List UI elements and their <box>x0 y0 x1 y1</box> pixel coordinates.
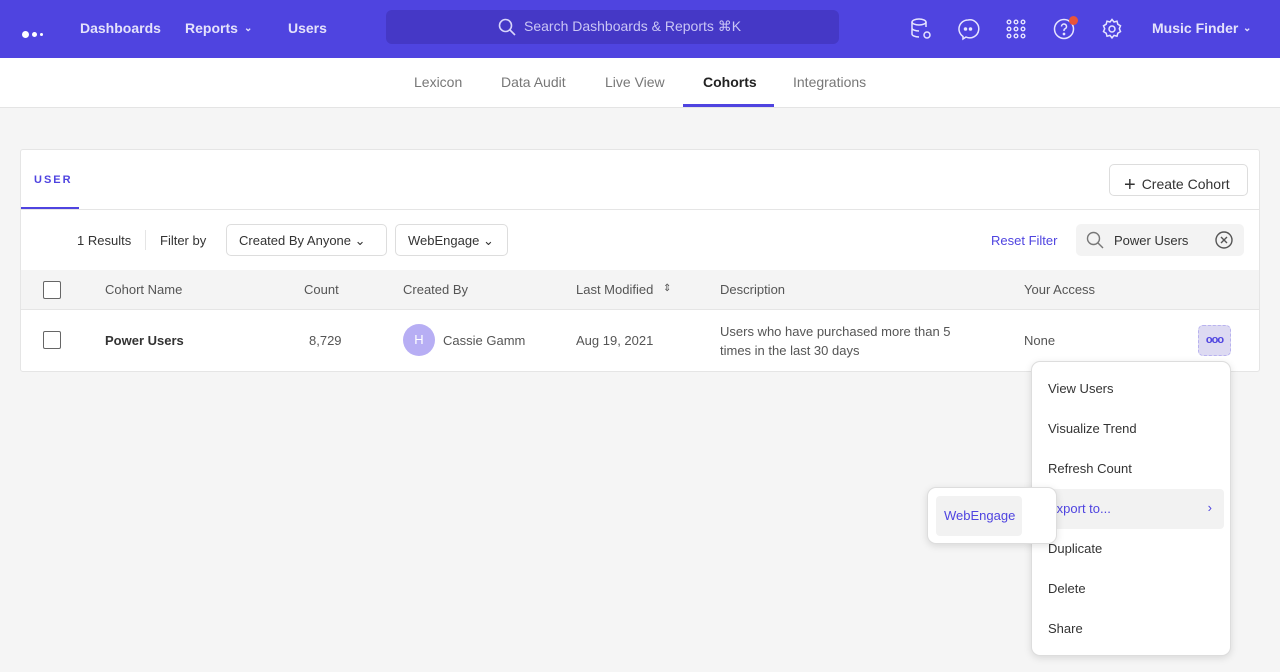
active-tab-indicator <box>21 207 79 209</box>
active-tab-indicator <box>683 104 774 107</box>
tab-lexicon[interactable]: Lexicon <box>414 74 463 90</box>
tab-integrations[interactable]: Integrations <box>793 74 867 90</box>
divider <box>145 230 146 250</box>
logo-icon[interactable] <box>22 25 46 41</box>
divider <box>21 209 1259 210</box>
menu-item-share[interactable]: Share <box>1048 621 1083 636</box>
search-placeholder: Search Dashboards & Reports ⌘K <box>524 18 742 34</box>
your-access: None <box>1024 333 1056 348</box>
created-by-filter-value: Created By Anyone <box>239 233 352 248</box>
filter-by-label: Filter by <box>160 233 207 248</box>
select-all-checkbox[interactable] <box>43 281 61 299</box>
sub-nav: Lexicon Data Audit Live View Cohorts Int… <box>0 58 1280 108</box>
clear-search-icon[interactable] <box>1215 231 1233 249</box>
menu-item-view-users[interactable]: View Users <box>1048 381 1114 396</box>
apps-grid-icon[interactable] <box>1004 17 1028 41</box>
menu-item-export-to[interactable]: Export to... › <box>1040 489 1224 529</box>
results-count: 1 Results <box>77 233 132 248</box>
chat-icon[interactable] <box>956 17 980 41</box>
cohorts-card: USER + Create Cohort 1 Results Filter by … <box>20 149 1260 372</box>
nav-reports[interactable]: Reports <box>185 20 238 36</box>
column-count[interactable]: Count <box>304 282 339 297</box>
search-icon <box>1086 231 1104 249</box>
table-header: Cohort Name Count Created By Last Modifi… <box>21 270 1259 310</box>
tab-data-audit[interactable]: Data Audit <box>501 74 566 90</box>
menu-item-visualize-trend[interactable]: Visualize Trend <box>1048 421 1137 436</box>
top-bar: Dashboards Reports ⌄ Users Search Dashbo… <box>0 0 1280 58</box>
column-cohort-name[interactable]: Cohort Name <box>105 282 183 297</box>
sort-icon[interactable]: ⇕ <box>663 283 672 294</box>
integration-filter-value: WebEngage <box>408 233 480 248</box>
avatar: H <box>403 324 435 356</box>
last-modified: Aug 19, 2021 <box>576 333 654 348</box>
chevron-down-icon: ⌄ <box>244 23 253 34</box>
tab-user[interactable]: USER <box>34 174 73 186</box>
database-settings-icon[interactable] <box>909 17 933 41</box>
reset-filter-link[interactable]: Reset Filter <box>991 233 1058 248</box>
export-to-label: Export to... <box>1048 501 1111 516</box>
chevron-down-icon: ⌄ <box>1243 23 1252 34</box>
created-by: Cassie Gamm <box>443 333 526 348</box>
cohort-count: 8,729 <box>309 333 342 348</box>
create-cohort-button[interactable]: + Create Cohort <box>1109 164 1248 196</box>
search-icon <box>498 18 516 36</box>
tab-cohorts[interactable]: Cohorts <box>703 74 757 90</box>
cohort-name[interactable]: Power Users <box>105 333 184 348</box>
column-created-by[interactable]: Created By <box>403 282 469 297</box>
project-selector[interactable]: Music Finder <box>1152 20 1239 36</box>
chevron-right-icon: › <box>1207 500 1212 515</box>
integration-filter[interactable]: WebEngage ⌄ <box>395 224 508 256</box>
menu-item-duplicate[interactable]: Duplicate <box>1048 541 1103 556</box>
chevron-down-icon: ⌄ <box>354 233 366 248</box>
created-by-filter[interactable]: Created By Anyone ⌄ <box>226 224 387 256</box>
description: Users who have purchased more than 5 tim… <box>720 324 951 358</box>
plus-icon: + <box>1124 174 1136 196</box>
submenu-item-webengage[interactable]: WebEngage <box>936 496 1022 536</box>
gear-icon[interactable] <box>1100 17 1124 41</box>
cohort-search-input[interactable]: Power Users <box>1076 224 1244 256</box>
chevron-down-icon: ⌄ <box>482 233 494 248</box>
menu-item-delete[interactable]: Delete <box>1048 581 1086 596</box>
global-search[interactable]: Search Dashboards & Reports ⌘K <box>386 10 839 44</box>
column-last-modified[interactable]: Last Modified <box>576 282 654 297</box>
create-cohort-label: Create Cohort <box>1141 176 1230 192</box>
menu-item-refresh-count[interactable]: Refresh Count <box>1048 461 1132 476</box>
more-options-button[interactable]: ooo <box>1198 325 1231 356</box>
search-value: Power Users <box>1114 233 1189 248</box>
nav-users[interactable]: Users <box>288 20 327 36</box>
notification-dot <box>1069 16 1078 25</box>
column-your-access[interactable]: Your Access <box>1024 282 1096 297</box>
help-icon[interactable] <box>1052 17 1076 41</box>
nav-dashboards[interactable]: Dashboards <box>80 20 161 36</box>
column-description[interactable]: Description <box>720 282 786 297</box>
tab-live-view[interactable]: Live View <box>605 74 665 90</box>
export-submenu: WebEngage <box>927 487 1057 544</box>
row-checkbox[interactable] <box>43 331 61 349</box>
row-actions-menu: View Users Visualize Trend Refresh Count… <box>1031 361 1231 656</box>
